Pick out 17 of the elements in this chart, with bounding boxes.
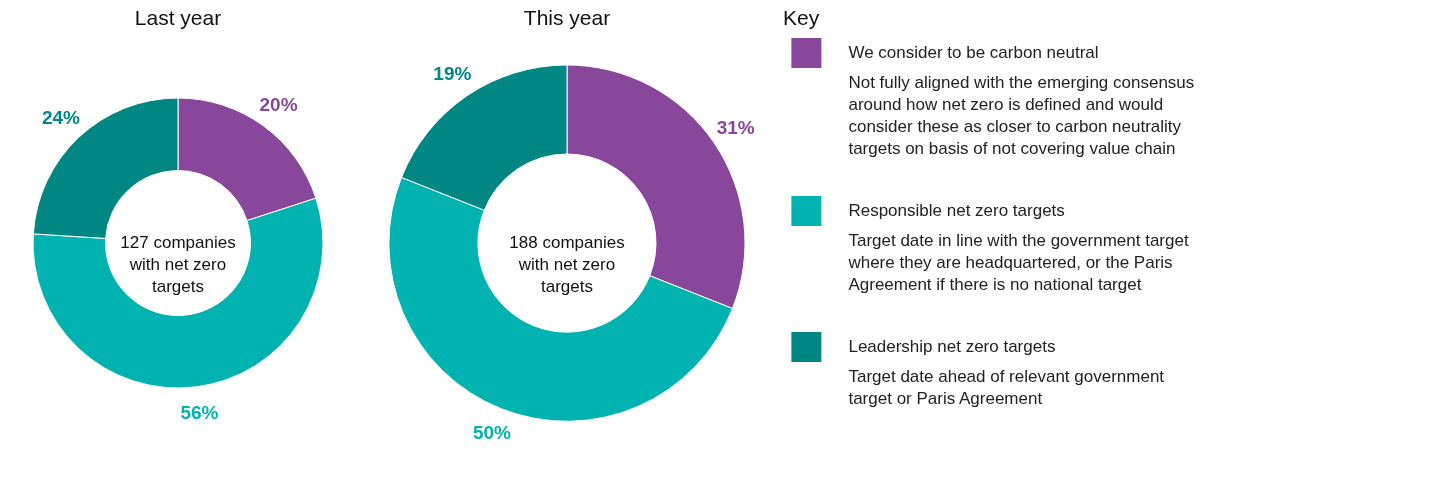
text: Not fully aligned with the emerging consensus around how net zero is defined and would consider these as closer to carbon neutrality targets on basis of not covering value chain [848,73,1195,158]
legend-label: We consider to be carbon neutral [848,43,1099,62]
data-label: 56% [180,401,219,423]
text: Target date ahead of relevant government target or Paris Agreement [848,367,1165,408]
legend-label: Leadership net zero targets [848,337,1056,356]
chart-title: Last year [134,6,222,29]
legend-title: Key [783,6,820,29]
data-label: 24% [41,107,81,129]
text: Target date in line with the government target where they are headquartered, or the Paris Agreement if there is no national target [847,231,1189,294]
text: 188 companies with net zero targets [509,233,625,296]
data-label: 20% [259,93,298,115]
data-label: 19% [433,63,472,85]
chart-title: This year [523,6,611,29]
data-label: 50% [472,421,512,443]
text: 127 companies with net zero targets [120,233,236,296]
legend-label: Responsible net zero targets [848,201,1065,220]
data-label: 31% [716,117,755,139]
